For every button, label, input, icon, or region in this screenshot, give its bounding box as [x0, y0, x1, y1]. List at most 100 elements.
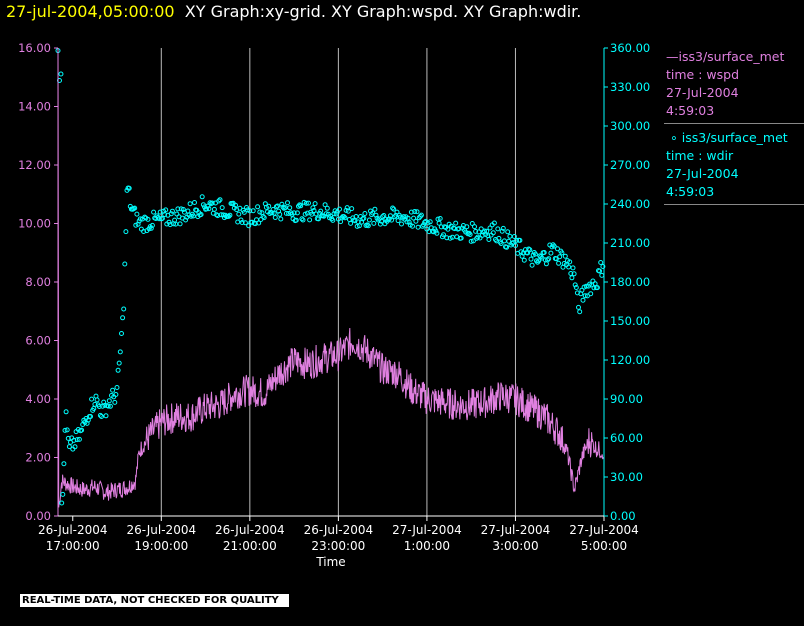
wdir-point: [117, 349, 123, 355]
wdir-point: [415, 224, 421, 230]
wdir-point: [467, 232, 473, 237]
wdir-point: [261, 215, 267, 221]
wdir-point: [536, 258, 542, 264]
wdir-point: [501, 238, 507, 244]
wdir-point: [546, 256, 552, 262]
wdir-point: [517, 237, 523, 243]
wdir-point: [250, 208, 256, 214]
wdir-point: [445, 226, 451, 232]
wdir-point: [505, 229, 511, 235]
wdir-point: [342, 215, 348, 221]
wdir-point: [600, 264, 606, 269]
legend-entry-wdir[interactable]: ∘ iss3/surface_met time : wdir 27-Jul-20…: [664, 129, 804, 201]
wdir-point: [401, 214, 407, 220]
wdir-point: [62, 427, 68, 433]
right-axis-tick-label: 30.00: [610, 470, 643, 484]
wdir-point: [113, 392, 119, 397]
wdir-point: [511, 234, 517, 239]
wdir-point: [241, 209, 247, 215]
wdir-point: [216, 198, 222, 204]
wdir-point: [151, 209, 157, 215]
x-tick-label: 26-Jul-2004: [126, 523, 196, 537]
wdir-point: [391, 206, 397, 212]
wdir-point: [280, 204, 286, 210]
wdir-point: [580, 297, 586, 303]
wdir-point: [500, 225, 506, 231]
wdir-point: [134, 211, 140, 217]
wdir-point: [514, 237, 520, 243]
wdir-point: [362, 211, 368, 216]
title-timestamp: 27-jul-2004,05:00:00: [6, 2, 175, 21]
wdir-point: [246, 223, 252, 229]
wdir-point: [275, 203, 280, 209]
wdir-point: [390, 205, 396, 211]
wdir-point: [468, 238, 474, 244]
x-tick-label: 27-Jul-2004: [481, 523, 551, 537]
window-title: 27-jul-2004,05:00:00 XY Graph:xy-grid. X…: [6, 2, 581, 21]
wdir-point: [444, 235, 450, 241]
title-graph-list: XY Graph:xy-grid. XY Graph:wspd. XY Grap…: [184, 2, 582, 21]
wdir-point: [102, 402, 108, 408]
wdir-point: [209, 200, 215, 206]
wdir-point: [476, 229, 482, 235]
wdir-point: [310, 205, 316, 211]
wdir-point: [132, 205, 138, 211]
left-axis-tick-label: 10.00: [18, 217, 51, 231]
legend-date: 27-Jul-2004: [666, 85, 739, 100]
wdir-point: [532, 251, 538, 257]
wdir-point: [587, 281, 593, 287]
wdir-point: [436, 220, 442, 226]
wdir-point: [105, 403, 111, 409]
wdir-point: [412, 209, 418, 214]
wdir-point: [318, 208, 324, 214]
wdir-point: [137, 216, 143, 222]
wdir-point: [571, 271, 577, 277]
wdir-point: [576, 304, 581, 310]
wdir-point: [236, 211, 242, 217]
wdir-point: [76, 436, 82, 442]
legend-date: 27-Jul-2004: [666, 166, 739, 181]
wdir-point: [582, 293, 588, 299]
wdir-point: [205, 203, 211, 209]
wdir-point: [116, 360, 122, 366]
wdir-point: [377, 221, 383, 227]
wdir-point: [142, 214, 148, 220]
wdir-point: [238, 217, 244, 223]
x-tick-label: 5:00:00: [581, 539, 627, 553]
wdir-point: [521, 257, 527, 263]
wdir-point: [217, 197, 223, 203]
right-axis-tick-label: 330.00: [610, 80, 650, 94]
wdir-point: [242, 220, 248, 226]
wdir-point: [529, 262, 535, 268]
wdir-point: [92, 401, 98, 407]
x-tick-label: 17:00:00: [46, 539, 100, 553]
wdir-point: [453, 220, 459, 226]
wdir-point: [178, 206, 184, 212]
wdir-point: [541, 250, 547, 255]
wdir-point: [114, 385, 120, 390]
wdir-point: [597, 268, 603, 274]
left-axis-tick-label: 0.00: [25, 509, 51, 523]
x-tick-label: 21:00:00: [223, 539, 277, 553]
legend-entry-wspd[interactable]: —iss3/surface_met time : wspd 27-Jul-200…: [664, 48, 804, 120]
left-axis-tick-label: 8.00: [25, 275, 51, 289]
wdir-point: [556, 260, 562, 266]
x-tick-label: 23:00:00: [311, 539, 365, 553]
wdir-point: [356, 223, 362, 229]
wdir-point: [56, 78, 62, 83]
wdir-point: [168, 211, 174, 217]
right-axis-tick-label: 120.00: [610, 353, 650, 367]
right-axis-tick-label: 180.00: [610, 275, 650, 289]
wdir-point: [199, 194, 205, 200]
wdir-point: [148, 225, 154, 231]
vertical-grid: [160, 48, 516, 516]
wdir-point: [293, 217, 299, 223]
wdir-point: [180, 207, 186, 212]
wdir-point: [211, 206, 217, 212]
wdir-point: [313, 211, 319, 217]
wdir-point: [349, 206, 355, 212]
wdir-point: [569, 275, 575, 281]
wdir-point: [71, 437, 77, 443]
wdir-point: [594, 285, 600, 291]
wdir-point: [598, 260, 604, 265]
